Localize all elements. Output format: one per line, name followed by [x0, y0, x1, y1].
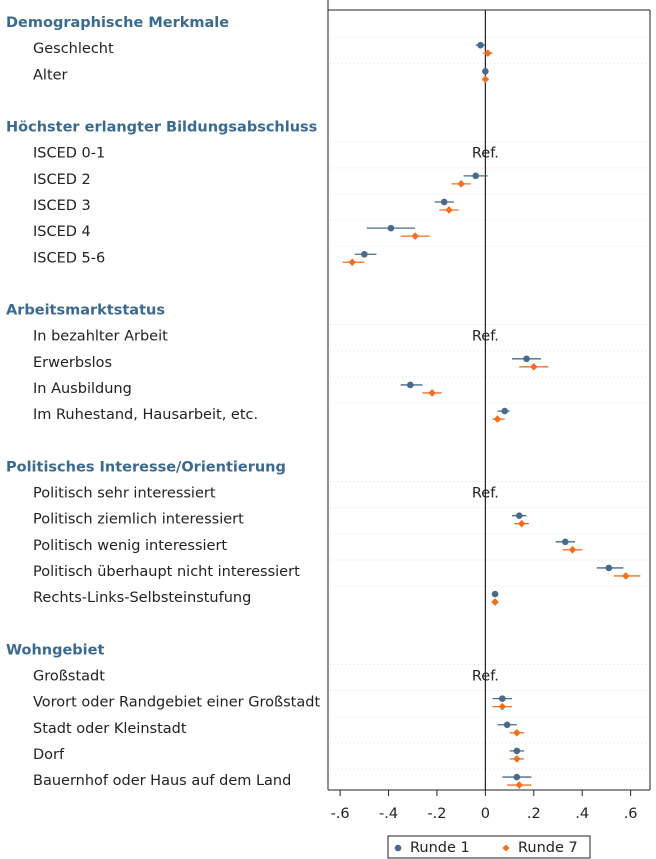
point	[529, 363, 538, 371]
point	[457, 180, 465, 188]
point	[481, 75, 490, 84]
row-label: In Ausbildung	[33, 381, 132, 397]
row-label: Politisch wenig interessiert	[33, 538, 227, 554]
x-tick-label: 0	[481, 806, 490, 822]
row-label: ISCED 3	[33, 198, 91, 214]
point	[513, 728, 521, 737]
point	[499, 695, 506, 702]
row-label: Politisch sehr interessiert	[33, 486, 216, 502]
point	[440, 198, 448, 206]
row-label: Erwerbslos	[33, 355, 112, 371]
point	[407, 381, 414, 389]
row-label: Rechts-Links-Selbsteinstufung	[33, 590, 251, 606]
point	[605, 564, 613, 572]
group-title: Arbeitsmarktstatus	[6, 303, 165, 319]
point	[513, 773, 521, 781]
point	[477, 41, 484, 49]
row-label: ISCED 4	[33, 224, 91, 240]
row-label: Politisch überhaupt nicht interessiert	[33, 564, 300, 580]
row-label: In bezahlter Arbeit	[33, 329, 168, 345]
row-label: Geschlecht	[33, 41, 114, 57]
row-label: Bauernhof oder Haus auf dem Land	[33, 773, 291, 789]
point	[482, 67, 489, 75]
reference-label: Ref.	[472, 146, 499, 162]
x-tick-label: -.2	[427, 806, 446, 822]
point	[491, 598, 499, 606]
point	[523, 355, 530, 363]
x-tick-label: .4	[575, 806, 589, 822]
row-label: Politisch ziemlich interessiert	[33, 512, 244, 528]
row-label: Vorort oder Randgebiet einer Großstadt	[33, 695, 320, 711]
point	[513, 755, 521, 763]
point	[501, 407, 509, 415]
point	[515, 781, 524, 789]
legend-marker	[394, 844, 402, 852]
point	[513, 747, 521, 755]
reference-label: Ref.	[472, 329, 499, 345]
point	[472, 172, 479, 180]
row-label: Dorf	[33, 747, 65, 763]
x-tick-label: .6	[624, 806, 638, 822]
group-title: Politisches Interesse/Orientierung	[6, 459, 286, 475]
row-label: Stadt oder Kleinstadt	[33, 721, 187, 737]
row-label: ISCED 0-1	[33, 146, 105, 162]
point	[445, 206, 453, 214]
row-label: Im Ruhestand, Hausarbeit, etc.	[33, 407, 258, 423]
point	[498, 702, 507, 711]
row-label: Großstadt	[33, 669, 105, 685]
point	[361, 250, 368, 258]
point	[483, 49, 492, 57]
point	[568, 546, 577, 554]
reference-label: Ref.	[472, 669, 499, 685]
legend-box	[387, 835, 591, 859]
x-tick-label: -.6	[331, 806, 350, 822]
point	[411, 232, 419, 240]
point	[561, 538, 569, 546]
point	[491, 590, 499, 598]
point	[387, 224, 395, 232]
row-label: ISCED 5-6	[33, 250, 105, 266]
point	[493, 415, 502, 423]
group-title: Demographische Merkmale	[6, 15, 229, 31]
row-label: Alter	[33, 67, 68, 83]
point	[428, 389, 436, 397]
point	[621, 572, 630, 580]
legend-label: Runde 7	[518, 840, 578, 856]
row-label: ISCED 2	[33, 172, 91, 188]
legend-marker	[502, 844, 510, 852]
point	[517, 519, 526, 528]
point	[515, 512, 523, 519]
x-tick-label: -.4	[379, 806, 398, 822]
x-tick-label: .2	[527, 806, 541, 822]
reference-label: Ref.	[472, 486, 499, 502]
group-title: Wohngebiet	[6, 642, 104, 658]
group-title: Höchster erlangter Bildungsabschluss	[6, 120, 317, 136]
legend-label: Runde 1	[410, 840, 470, 856]
point	[503, 721, 511, 729]
point	[348, 258, 357, 267]
